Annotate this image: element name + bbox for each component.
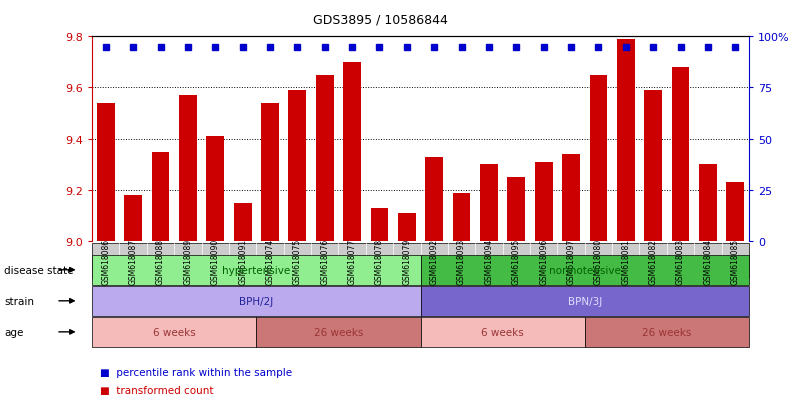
Bar <box>507 178 525 242</box>
Text: disease state: disease state <box>4 265 74 275</box>
Text: GSM618076: GSM618076 <box>320 238 329 284</box>
Text: normotensive: normotensive <box>549 265 621 275</box>
Bar <box>261 104 279 242</box>
Text: 6 weeks: 6 weeks <box>153 327 195 337</box>
Text: GSM618075: GSM618075 <box>293 238 302 284</box>
Text: GSM618090: GSM618090 <box>211 238 219 284</box>
Text: GSM618078: GSM618078 <box>375 238 384 284</box>
Bar <box>343 63 361 242</box>
Text: 26 weeks: 26 weeks <box>642 327 691 337</box>
Bar <box>151 152 170 242</box>
Text: GSM618084: GSM618084 <box>703 238 712 284</box>
Text: strain: strain <box>4 296 34 306</box>
Bar <box>699 165 717 242</box>
Text: GSM618097: GSM618097 <box>566 238 576 284</box>
Text: GSM618096: GSM618096 <box>539 238 548 284</box>
Text: GSM618077: GSM618077 <box>348 238 356 284</box>
Text: 6 weeks: 6 weeks <box>481 327 524 337</box>
Text: GSM618089: GSM618089 <box>183 238 192 284</box>
Text: GSM618085: GSM618085 <box>731 238 740 284</box>
Text: GSM618091: GSM618091 <box>238 238 248 284</box>
Text: GSM618079: GSM618079 <box>402 238 412 284</box>
Text: GSM618088: GSM618088 <box>156 238 165 284</box>
Text: hypertensive: hypertensive <box>222 265 291 275</box>
Text: GSM618086: GSM618086 <box>101 238 111 284</box>
Bar <box>234 203 252 242</box>
Bar <box>535 162 553 242</box>
Bar <box>671 68 690 242</box>
Bar <box>371 209 388 242</box>
Bar <box>179 96 197 242</box>
Bar <box>617 40 634 242</box>
Text: GSM618080: GSM618080 <box>594 238 603 284</box>
Text: GSM618094: GSM618094 <box>485 238 493 284</box>
Text: GSM618095: GSM618095 <box>512 238 521 284</box>
Bar <box>480 165 498 242</box>
Bar <box>398 214 416 242</box>
Bar <box>316 76 334 242</box>
Text: ■  transformed count: ■ transformed count <box>100 385 214 395</box>
Bar <box>453 193 470 242</box>
Text: GDS3895 / 10586844: GDS3895 / 10586844 <box>313 14 448 27</box>
Bar <box>124 196 142 242</box>
Bar <box>425 157 443 242</box>
Text: GSM618082: GSM618082 <box>649 238 658 284</box>
Text: BPH/2J: BPH/2J <box>239 296 273 306</box>
Text: 26 weeks: 26 weeks <box>314 327 363 337</box>
Bar <box>644 91 662 242</box>
Text: GSM618074: GSM618074 <box>265 238 275 284</box>
Bar <box>97 104 115 242</box>
Bar <box>727 183 744 242</box>
Text: ■  percentile rank within the sample: ■ percentile rank within the sample <box>100 367 292 377</box>
Text: GSM618092: GSM618092 <box>429 238 439 284</box>
Text: GSM618093: GSM618093 <box>457 238 466 284</box>
Bar <box>590 76 607 242</box>
Bar <box>207 137 224 242</box>
Bar <box>288 91 306 242</box>
Text: GSM618087: GSM618087 <box>129 238 138 284</box>
Text: GSM618083: GSM618083 <box>676 238 685 284</box>
Bar <box>562 155 580 242</box>
Text: GSM618081: GSM618081 <box>622 238 630 284</box>
Text: age: age <box>4 327 23 337</box>
Text: BPN/3J: BPN/3J <box>568 296 602 306</box>
